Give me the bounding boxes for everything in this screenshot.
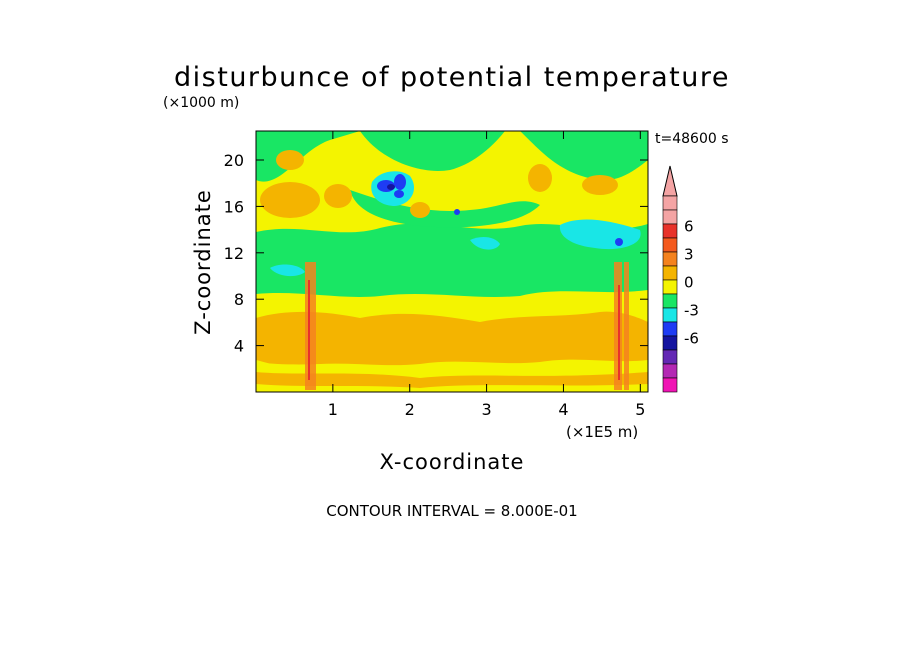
plot-area [255, 130, 649, 393]
colorbar-swatch [662, 209, 678, 225]
contour-patch [470, 236, 500, 250]
colorbar-label: -6 [684, 329, 699, 347]
chart-title: disturbunce of potential temperature [174, 62, 730, 93]
contour-min-core [387, 184, 395, 190]
colorbar-label: 6 [684, 217, 694, 235]
contour-warm-patch [410, 202, 430, 218]
colorbar-swatch [662, 251, 678, 267]
colorbar-swatch [662, 265, 678, 281]
colorbar-swatch [662, 349, 678, 365]
contour-min-patch [394, 174, 406, 190]
y-unit-label: (×1000 m) [163, 95, 239, 111]
x-axis-label: X-coordinate [380, 450, 525, 474]
contour-band [360, 131, 505, 171]
colorbar-swatch [662, 223, 678, 239]
colorbar-swatch [662, 237, 678, 253]
contour-interval-footer: CONTOUR INTERVAL = 8.000E-01 [326, 502, 577, 520]
contour-warm-layer [256, 372, 648, 388]
colorbar-swatch [662, 335, 678, 351]
y-axis-label: Z-coordinate [191, 189, 215, 335]
contour-streak [312, 262, 316, 390]
x-tick-label: 3 [481, 400, 491, 419]
colorbar-swatch [662, 293, 678, 309]
y-tick-label: 4 [234, 337, 244, 356]
y-tick-label: 16 [224, 197, 244, 216]
x-tick-label: 1 [328, 400, 338, 419]
colorbar-swatch [662, 307, 678, 323]
contour-band [256, 223, 648, 297]
x-tick-label: 2 [405, 400, 415, 419]
colorbar: 6 3 0 -3 -6 [662, 165, 699, 393]
x-axis-ticks: 1 2 3 4 5 [328, 131, 645, 419]
colorbar-swatch [662, 377, 678, 393]
contour-min-patch [394, 190, 404, 198]
y-tick-label: 20 [224, 151, 244, 170]
colorbar-swatch [662, 279, 678, 295]
time-label: t=48600 s [655, 131, 729, 147]
y-axis-ticks: 4 8 12 16 20 [224, 151, 648, 356]
colorbar-swatch [662, 321, 678, 337]
contour-field [256, 131, 648, 392]
plot-frame [255, 130, 649, 393]
contour-warm-patch [582, 175, 618, 195]
colorbar-label: 3 [684, 245, 694, 263]
contour-warm-patch [276, 150, 304, 170]
colorbar-swatch [662, 363, 678, 379]
colorbar-extend-arrow [662, 165, 678, 197]
y-tick-label: 12 [224, 244, 244, 263]
contour-warm-patch [260, 182, 320, 218]
contour-warm-layer [256, 311, 648, 367]
y-tick-label: 8 [234, 290, 244, 309]
x-tick-label: 4 [558, 400, 568, 419]
contour-streak [624, 262, 629, 390]
contour-max-streak [618, 285, 620, 380]
contour-warm-patch [324, 184, 352, 208]
colorbar-label: 0 [684, 273, 694, 291]
contour-min-patch [454, 209, 460, 215]
contour-band [256, 131, 360, 182]
colorbar-swatch [662, 195, 678, 211]
contour-band [520, 131, 648, 181]
contour-max-streak [308, 280, 310, 380]
contour-band [350, 190, 540, 228]
x-unit-label: (×1E5 m) [566, 423, 638, 441]
contour-warm-patch [528, 164, 552, 192]
contour-patch [270, 264, 305, 277]
colorbar-label: -3 [684, 301, 699, 319]
contour-min-patch [615, 238, 623, 246]
x-tick-label: 5 [635, 400, 645, 419]
